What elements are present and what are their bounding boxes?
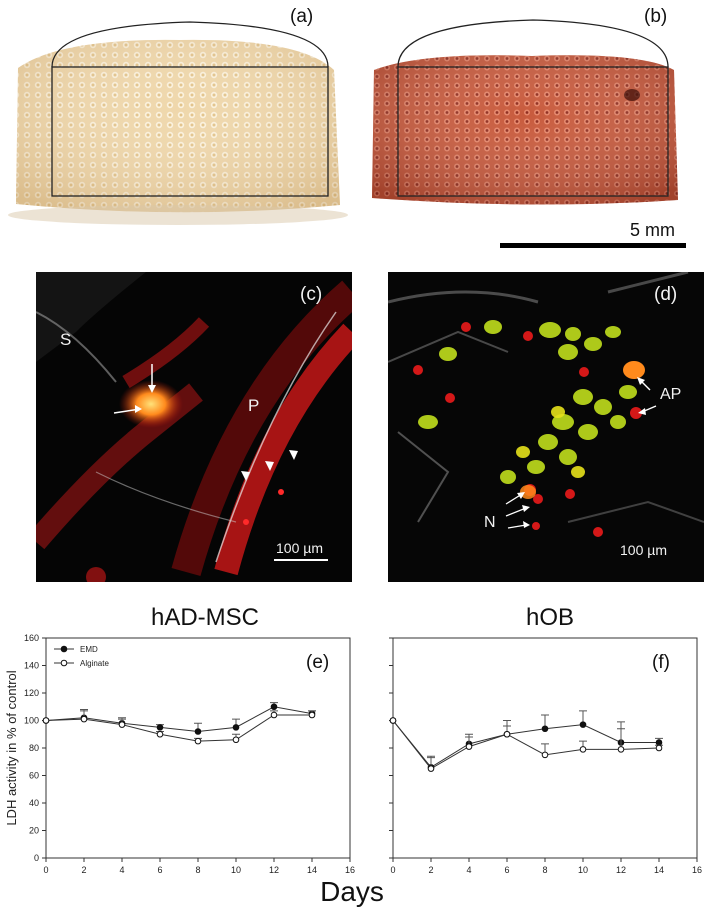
x-tick-label: 2 — [81, 865, 86, 875]
scaffold-b-image — [372, 19, 678, 205]
data-point-alginate — [427, 765, 435, 772]
micrograph-d-image — [388, 272, 704, 537]
y-tick-label: 120 — [24, 688, 39, 698]
x-tick-label: 16 — [345, 865, 355, 875]
panel-label-c: (c) — [300, 284, 323, 305]
data-point-alginate — [389, 717, 397, 724]
panel-label-d: (d) — [654, 284, 678, 305]
plot-frame — [45, 637, 351, 859]
photo-panel-b: (b) 5 mm — [352, 0, 704, 255]
data-point-emd — [655, 739, 663, 746]
y-tick-label: 100 — [24, 716, 39, 726]
chart-e-title: hAD-MSC — [150, 604, 259, 631]
data-point-alginate — [541, 751, 549, 759]
x-tick-label: 0 — [390, 865, 395, 875]
series-line-emd — [45, 706, 313, 733]
x-tick-label: 10 — [578, 865, 588, 875]
x-tick-label: 14 — [654, 865, 664, 875]
x-tick-label: 8 — [195, 865, 200, 875]
shared-x-axis-label: Days — [320, 876, 384, 907]
data-point-alginate — [579, 746, 587, 753]
data-point-alginate — [503, 730, 511, 738]
data-point-alginate — [42, 717, 50, 724]
scale-bar-top — [500, 243, 686, 248]
micrograph-panel-d: (d) AP N 100 µm — [388, 272, 704, 582]
data-point-emd — [541, 725, 549, 733]
panel-label-e: (e) — [306, 652, 330, 673]
data-point-alginate — [80, 715, 88, 723]
x-tick-label: 8 — [542, 865, 547, 875]
data-point-alginate — [308, 711, 316, 719]
chart-f-title: hOB — [525, 604, 575, 631]
series-line-alginate — [45, 714, 312, 742]
series-line-alginate — [392, 720, 660, 770]
legend-entry-alginate: Alginate — [80, 659, 109, 668]
x-tick-label: 6 — [504, 865, 509, 875]
y-axis-label: LDH activity in % of control — [4, 670, 19, 825]
data-point-emd — [270, 703, 278, 711]
marker-n: N — [484, 514, 496, 531]
y-tick-label: 140 — [24, 661, 39, 671]
y-tick-label: 60 — [29, 771, 39, 781]
scale-label-top: 5 mm — [630, 220, 675, 240]
y-tick-label: 40 — [29, 798, 39, 808]
data-point-alginate — [232, 736, 240, 744]
data-point-emd — [579, 721, 587, 728]
panel-label-a: (a) — [290, 6, 314, 27]
data-point-alginate — [194, 737, 202, 745]
data-point-alginate — [465, 743, 473, 750]
x-tick-label: 12 — [269, 865, 279, 875]
series-line-emd — [392, 720, 659, 768]
data-point-emd — [156, 724, 164, 731]
data-point-alginate — [156, 730, 164, 738]
scaffold-a-image — [8, 21, 348, 225]
marker-s: S — [60, 330, 72, 349]
x-tick-label: 4 — [119, 865, 124, 875]
x-tick-label: 12 — [616, 865, 626, 875]
marker-ap: AP — [660, 386, 682, 403]
x-tick-label: 6 — [157, 865, 162, 875]
y-tick-label: 20 — [29, 826, 39, 836]
legend-marker — [60, 645, 68, 653]
legend-marker — [60, 659, 68, 667]
x-tick-label: 14 — [307, 865, 317, 875]
panel-label-b: (b) — [644, 6, 668, 27]
x-tick-label: 4 — [466, 865, 471, 875]
y-tick-label: 160 — [24, 633, 39, 643]
data-point-emd — [232, 724, 240, 731]
x-tick-label: 2 — [428, 865, 433, 875]
scale-label-c: 100 µm — [276, 540, 323, 556]
data-point-alginate — [270, 711, 278, 719]
x-tick-label: 10 — [231, 865, 241, 875]
legend-entry-emd: EMD — [80, 645, 98, 654]
data-point-alginate — [118, 721, 126, 728]
marker-p: P — [248, 396, 260, 415]
micrograph-c-image — [36, 272, 352, 582]
data-point-alginate — [655, 744, 663, 752]
data-point-alginate — [617, 746, 625, 753]
scale-bar-c — [274, 559, 328, 561]
y-tick-label: 80 — [29, 743, 39, 753]
x-tick-label: 0 — [43, 865, 48, 875]
y-tick-label: 0 — [34, 853, 39, 863]
chart-f: 0 2 4 6 8 10 12 14 16 — [389, 637, 702, 875]
micrograph-panel-c: (c) S P 100 µm — [36, 272, 352, 582]
panel-label-f: (f) — [652, 652, 670, 673]
scale-label-d: 100 µm — [620, 542, 667, 558]
photo-panel-a: (a) — [0, 0, 352, 255]
x-tick-label: 16 — [692, 865, 702, 875]
data-point-emd — [194, 728, 202, 735]
